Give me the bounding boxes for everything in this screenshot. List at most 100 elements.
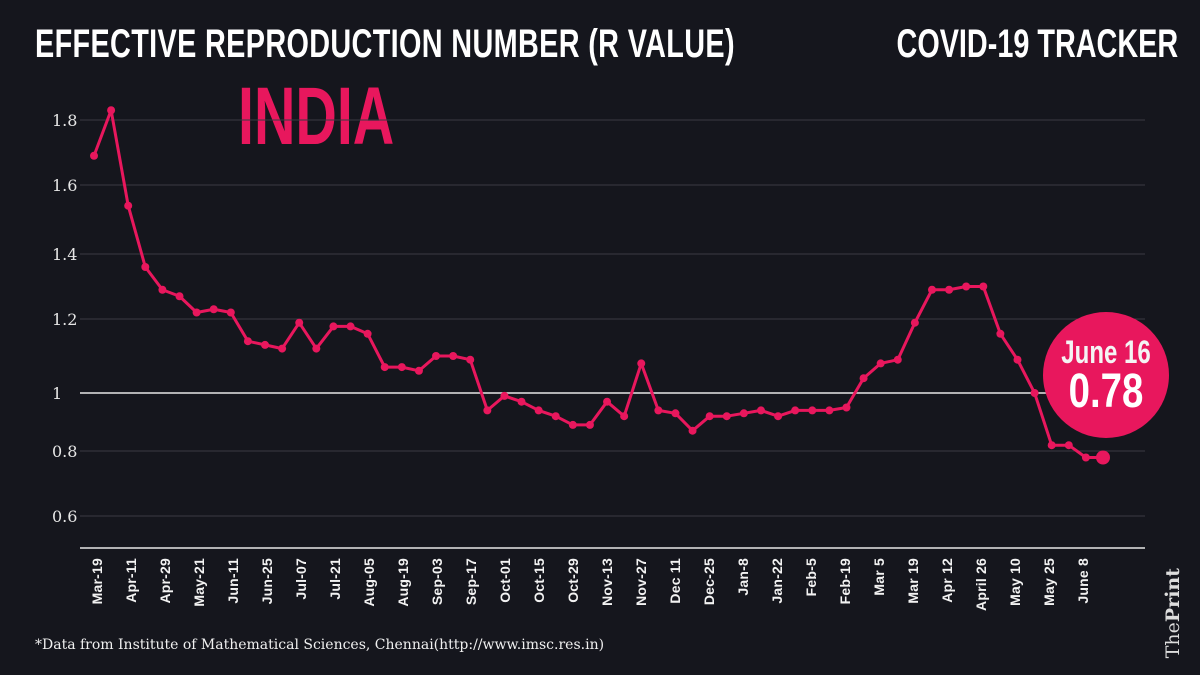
y-tick-label: 0.6 xyxy=(52,507,77,526)
data-point xyxy=(295,318,304,327)
data-point xyxy=(192,308,201,317)
data-point xyxy=(261,340,270,349)
data-point xyxy=(346,322,355,331)
data-point xyxy=(1030,389,1039,397)
data-point xyxy=(979,282,988,291)
x-tick-label: Mar-19 xyxy=(89,558,105,605)
x-tick-label: Jun-11 xyxy=(225,558,241,604)
data-point xyxy=(500,391,509,400)
data-point xyxy=(141,263,150,271)
data-point xyxy=(534,406,543,415)
data-point xyxy=(603,397,612,406)
data-point xyxy=(397,363,406,372)
data-point xyxy=(568,420,577,429)
x-tick-label: June 8 xyxy=(1075,558,1091,604)
data-point xyxy=(893,355,902,364)
x-tick-label: Dec-25 xyxy=(701,558,717,606)
country-label: INDIA xyxy=(238,71,395,162)
x-tick-label: May 25 xyxy=(1041,558,1057,606)
x-tick-label: Jan-22 xyxy=(769,558,785,604)
y-tick-label: 0.8 xyxy=(52,442,77,461)
y-tick-label: 1 xyxy=(52,384,62,403)
data-point xyxy=(1064,441,1073,450)
data-point xyxy=(107,106,116,115)
data-point xyxy=(175,292,184,301)
data-point xyxy=(637,359,646,368)
y-tick-label: 1.6 xyxy=(52,176,77,195)
brand-print: Print xyxy=(1162,568,1184,623)
x-tick-label: Jul-21 xyxy=(327,558,343,600)
data-point xyxy=(466,355,475,364)
data-point xyxy=(620,412,629,421)
data-point xyxy=(449,352,458,360)
data-point xyxy=(124,201,133,210)
x-tick-label: Apr-29 xyxy=(157,558,173,604)
x-tick-label: Jan-8 xyxy=(735,558,751,596)
x-tick-label: Aug-05 xyxy=(361,558,377,607)
x-tick-label: Nov-13 xyxy=(599,558,615,606)
x-tick-label: Jul-07 xyxy=(293,558,309,600)
x-tick-label: Oct-29 xyxy=(565,558,581,603)
data-point xyxy=(243,337,252,346)
data-point xyxy=(722,412,731,421)
data-point xyxy=(859,374,868,383)
x-tick-label: April 26 xyxy=(973,558,989,611)
data-point xyxy=(876,359,885,368)
data-point xyxy=(996,329,1005,338)
data-point xyxy=(705,412,714,421)
data-point xyxy=(414,366,423,375)
data-point xyxy=(756,406,765,415)
data-point xyxy=(774,412,783,421)
y-tick-label: 1.4 xyxy=(52,245,77,264)
x-tick-label: Apr-11 xyxy=(123,558,139,603)
data-point xyxy=(1096,450,1110,465)
x-tick-label: Mar 5 xyxy=(871,558,887,596)
data-point xyxy=(312,344,321,353)
x-tick-label: Nov-27 xyxy=(633,558,649,606)
data-point xyxy=(962,282,971,291)
data-point xyxy=(654,406,663,415)
x-tick-label: Sep-17 xyxy=(463,558,479,606)
data-point xyxy=(158,285,167,294)
y-tick-label: 1.8 xyxy=(52,111,77,130)
x-tick-label: Mar 19 xyxy=(905,558,921,604)
x-tick-label: May-21 xyxy=(191,558,207,607)
data-point xyxy=(432,352,441,360)
data-point xyxy=(585,420,594,429)
data-point xyxy=(329,322,338,331)
data-point xyxy=(90,151,98,160)
data-point xyxy=(808,406,817,415)
y-tick-label: 1.2 xyxy=(52,310,77,329)
brand-the: The xyxy=(1162,622,1184,659)
x-tick-label: Dec 11 xyxy=(667,558,683,604)
data-point xyxy=(380,363,389,372)
x-tick-label: Oct-01 xyxy=(497,558,513,603)
x-tick-label: Feb-19 xyxy=(837,558,853,605)
x-tick-label: Feb-5 xyxy=(803,558,819,597)
x-tick-label: Apr 12 xyxy=(939,558,955,603)
data-point xyxy=(1081,453,1090,462)
latest-value-callout: June 16 0.78 xyxy=(1043,312,1169,438)
data-point xyxy=(209,305,218,314)
data-point xyxy=(688,426,697,435)
data-point xyxy=(927,285,936,294)
data-point xyxy=(842,403,851,412)
x-tick-label: May 10 xyxy=(1007,558,1023,606)
data-point xyxy=(551,412,560,421)
data-point xyxy=(278,344,287,353)
x-tick-label: Oct-15 xyxy=(531,558,547,603)
data-point xyxy=(1047,441,1056,450)
x-tick-label: Aug-19 xyxy=(395,558,411,607)
x-tick-label: Sep-03 xyxy=(429,558,445,606)
data-point xyxy=(739,409,748,418)
brand-logo: ThePrint xyxy=(1162,568,1184,658)
chart-title: EFFECTIVE REPRODUCTION NUMBER (R VALUE) xyxy=(35,22,735,66)
data-point xyxy=(363,329,372,338)
callout-date: June 16 xyxy=(1061,334,1151,370)
data-point xyxy=(791,406,800,415)
data-point xyxy=(483,406,492,415)
data-point xyxy=(910,318,919,327)
x-tick-label: Jun-25 xyxy=(259,558,275,605)
data-point xyxy=(671,409,680,418)
